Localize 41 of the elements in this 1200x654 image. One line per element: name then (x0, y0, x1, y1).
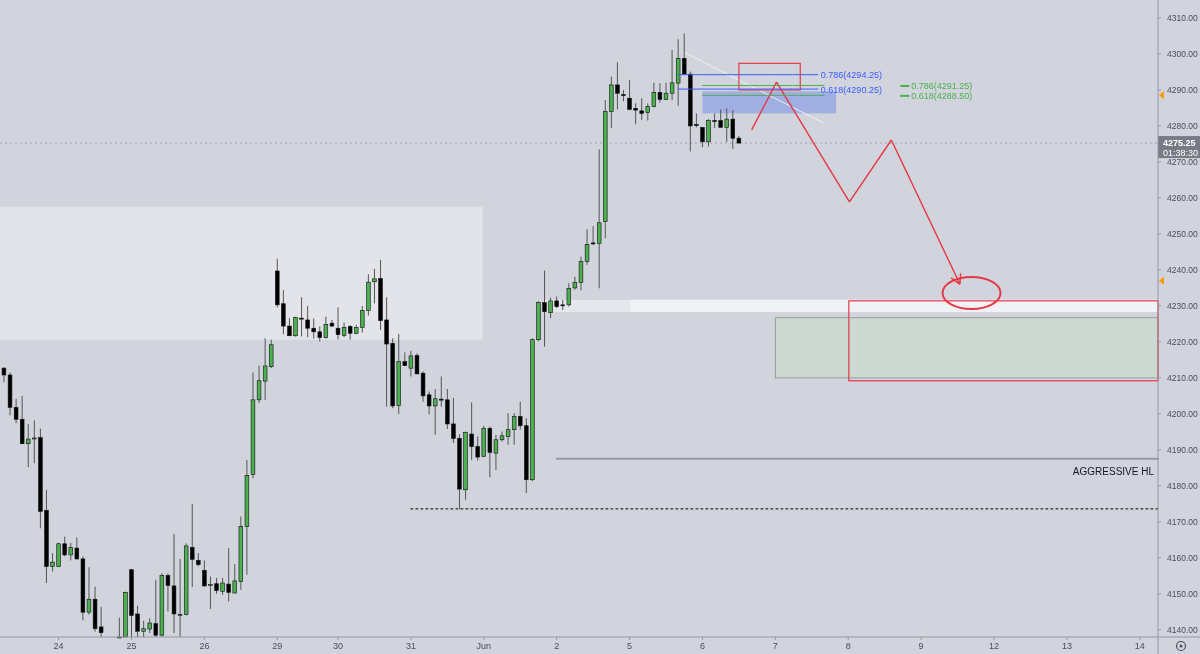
y-tick-label: 4210.00 (1167, 372, 1198, 383)
y-tick-label: 4230.00 (1167, 300, 1198, 311)
y-tick-label: 4240.00 (1167, 264, 1198, 275)
x-tick-label: 6 (699, 641, 705, 651)
legend-label: 0.786(4291.25) (911, 80, 973, 91)
series-label: 0.786(4294.25) (820, 70, 882, 81)
y-tick-label: 4180.00 (1167, 480, 1198, 491)
y-tick-label: 4220.00 (1167, 336, 1198, 347)
y-tick-label: 4140.00 (1167, 624, 1198, 635)
x-tick-label: 8 (845, 641, 851, 651)
x-tick-label: 24 (53, 641, 64, 651)
x-tick-label: 14 (1134, 641, 1145, 651)
y-tick-label: 4290.00 (1167, 84, 1198, 95)
y-tick-label: 4160.00 (1167, 552, 1198, 563)
x-tick-label: 12 (989, 641, 1000, 651)
x-tick-label: Jun (476, 641, 492, 651)
y-tick-label: 4170.00 (1167, 516, 1198, 527)
x-tick-label: 31 (405, 641, 416, 651)
x-tick-label: 29 (272, 641, 283, 651)
y-tick-label: 4270.00 (1167, 156, 1198, 167)
x-tick-label: 30 (333, 641, 344, 651)
x-tick-label: 13 (1061, 641, 1072, 651)
y-tick-label: 4280.00 (1167, 120, 1198, 131)
x-tick-label: 26 (199, 641, 210, 651)
x-tick-label: 5 (627, 641, 633, 651)
series-label: AGGRESSIVE HL (1072, 465, 1155, 477)
x-tick-label: 25 (126, 641, 137, 651)
y-tick-label: 4200.00 (1167, 408, 1198, 419)
y-tick-label: 4150.00 (1167, 588, 1198, 599)
x-tick-label: 2 (554, 641, 560, 651)
y-tick-label: 4310.00 (1167, 12, 1198, 23)
legend-label: 0.618(4288.50) (911, 90, 973, 101)
ref-line-label: 4275.25 (1163, 138, 1196, 149)
y-tick-label: 4300.00 (1167, 48, 1198, 59)
y-tick-label: 4250.00 (1167, 228, 1198, 239)
y-tick-label: 4190.00 (1167, 444, 1198, 455)
y-tick-label: 4260.00 (1167, 192, 1198, 203)
x-tick-label: 7 (772, 641, 778, 651)
text: 01:38:30 (1163, 148, 1199, 159)
x-tick-label: 9 (918, 641, 924, 651)
series-label: 0.618(4290.25) (820, 84, 882, 95)
